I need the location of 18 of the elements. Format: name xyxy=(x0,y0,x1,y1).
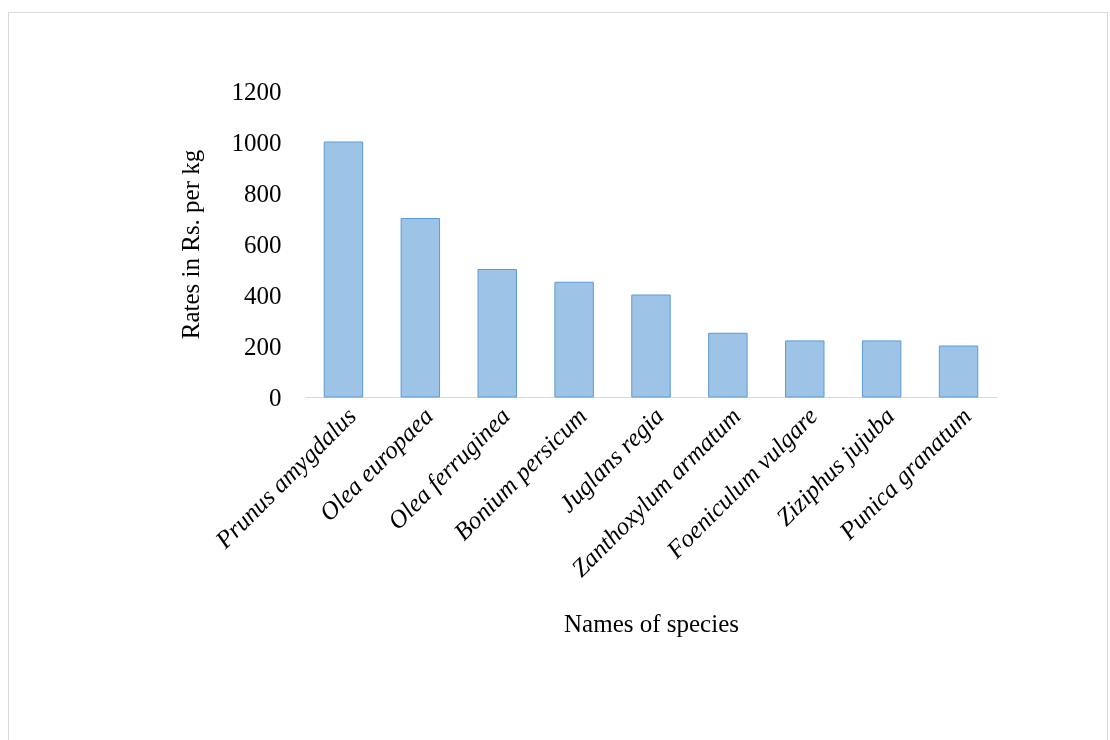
y-tick-label: 200 xyxy=(244,332,282,360)
x-axis-title: Names of species xyxy=(564,609,739,637)
bar xyxy=(938,345,979,398)
bar xyxy=(631,294,671,398)
y-tick-label: 800 xyxy=(244,179,282,207)
bar xyxy=(708,332,748,398)
y-tick-label: 600 xyxy=(244,230,282,258)
bar xyxy=(861,340,902,398)
bar xyxy=(785,340,825,398)
y-tick-label: 1200 xyxy=(231,77,282,105)
y-tick-label: 1000 xyxy=(231,128,282,156)
bar xyxy=(554,281,594,398)
bar xyxy=(323,141,364,398)
bar xyxy=(477,269,517,398)
bar xyxy=(400,218,441,398)
y-tick-label: 400 xyxy=(244,281,282,309)
y-axis-title: Rates in Rs. per kg xyxy=(176,149,204,340)
y-tick-label: 0 xyxy=(269,383,282,411)
